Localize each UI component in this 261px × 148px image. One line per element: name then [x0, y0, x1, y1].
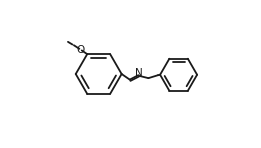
Text: O: O: [76, 45, 85, 55]
Text: N: N: [135, 68, 143, 78]
